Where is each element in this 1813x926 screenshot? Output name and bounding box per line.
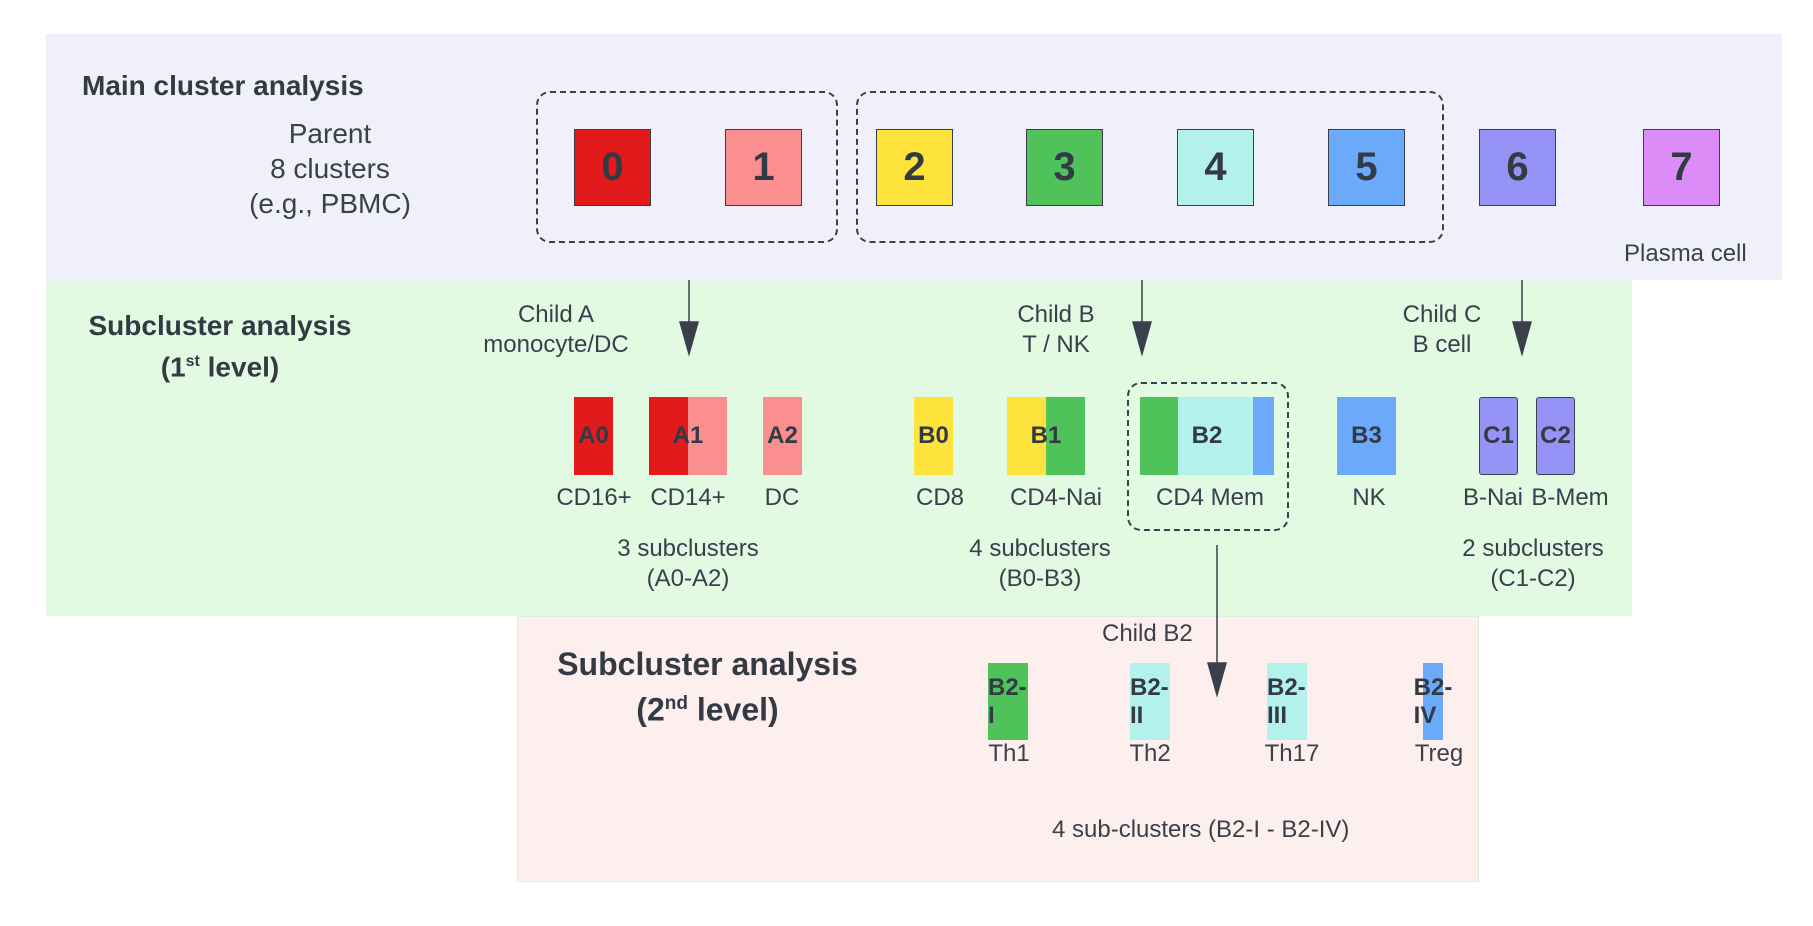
arrow-head	[1512, 321, 1532, 357]
subcluster-a0: A0	[574, 397, 613, 475]
summary-c: 2 subclusters (C1-C2)	[1462, 535, 1604, 592]
summary-a: 3 subclusters (A0-A2)	[617, 535, 759, 592]
cluster-box: 4	[1177, 129, 1254, 206]
subcluster-b1: B1	[1007, 397, 1085, 475]
subcluster-a2: A2	[763, 397, 802, 475]
subcluster-b2-iv: B2-IV	[1414, 663, 1452, 740]
cell-label: CD14+	[650, 484, 726, 511]
b2-dashed-frame	[1127, 382, 1289, 531]
cluster-box: 7	[1643, 129, 1720, 206]
parent-line: Parent	[288, 118, 372, 149]
cluster-box: 3	[1026, 129, 1103, 206]
subcluster-b2-i: B2-I	[988, 663, 1028, 740]
cell-label: B-Mem	[1531, 484, 1609, 511]
cell-label: Th1	[988, 740, 1030, 767]
cell-label: NK	[1352, 484, 1386, 511]
summary-b: 4 subclusters (B0-B3)	[969, 535, 1111, 592]
cell-label: DC	[764, 484, 800, 511]
cluster-box: 0	[574, 129, 651, 206]
cell-label: Th17	[1264, 740, 1320, 767]
cell-label: CD4 Mem	[1155, 484, 1265, 511]
arrow-head	[1132, 321, 1152, 357]
level2-title: Subcluster analysis (2nd level)	[557, 646, 858, 728]
subcluster-b2: B2	[1140, 397, 1274, 475]
cluster-box: 2	[876, 129, 953, 206]
subcluster-c2: C2	[1536, 397, 1575, 475]
parent-line: 8 clusters	[270, 153, 390, 184]
cluster-box: 6	[1479, 129, 1556, 206]
subcluster-b0: B0	[914, 397, 953, 475]
cluster-box: 5	[1328, 129, 1405, 206]
arrow-head	[679, 321, 699, 357]
cell-label: CD4-Nai	[1009, 484, 1103, 511]
arrow-head	[1207, 662, 1227, 698]
cell-label: Treg	[1414, 740, 1464, 767]
parent-description: Parent 8 clusters (e.g., PBMC)	[230, 116, 430, 221]
group-b-dashed-frame	[856, 91, 1444, 243]
plasma-cell-label: Plasma cell	[1624, 240, 1747, 267]
subcluster-a1: A1	[649, 397, 727, 475]
subcluster-b2-iii: B2-III	[1267, 663, 1307, 740]
subcluster-b2-ii: B2-II	[1130, 663, 1170, 740]
level2-summary: 4 sub-clusters (B2-I - B2-IV)	[1052, 816, 1350, 843]
cell-label: CD8	[915, 484, 965, 511]
subcluster-b3: B3	[1337, 397, 1396, 475]
level2-panel	[517, 616, 1479, 882]
cell-label: Th2	[1129, 740, 1171, 767]
group-a-dashed-frame	[536, 91, 838, 243]
main-title: Main cluster analysis	[82, 70, 364, 101]
cell-label: B-Nai	[1462, 484, 1524, 511]
child-b2-label: Child B2	[1102, 620, 1193, 647]
cluster-box: 1	[725, 129, 802, 206]
cell-label: CD16+	[556, 484, 632, 511]
parent-line: (e.g., PBMC)	[249, 188, 411, 219]
level1-title: Subcluster analysis (1st level)	[88, 310, 352, 383]
subcluster-c1: C1	[1479, 397, 1518, 475]
